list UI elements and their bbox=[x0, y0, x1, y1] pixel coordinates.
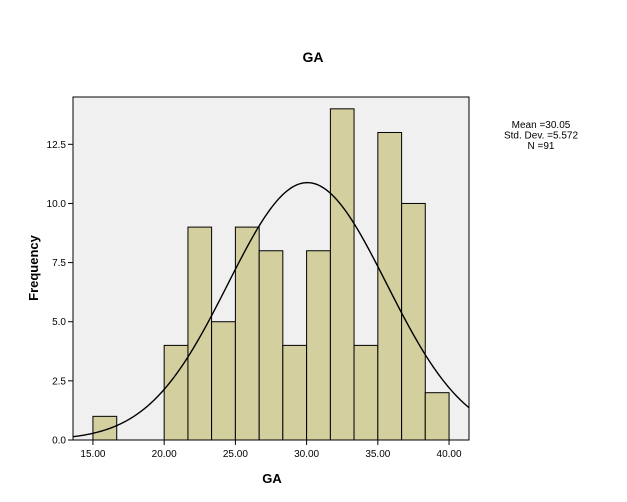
x-tick-label: 35.00 bbox=[365, 449, 390, 460]
bars-group bbox=[92, 108, 450, 441]
x-tick-label: 40.00 bbox=[437, 449, 462, 460]
histogram-bar bbox=[329, 108, 355, 441]
x-axis: 15.00 20.00 25.00 30.00 35.00 40.00 bbox=[80, 440, 462, 460]
histogram-bar bbox=[353, 344, 379, 441]
x-tick-label: 20.00 bbox=[152, 449, 177, 460]
x-tick-label: 30.00 bbox=[294, 449, 319, 460]
histogram-bar bbox=[401, 202, 426, 441]
stats-line: Std. Dev. =5.572 bbox=[504, 131, 578, 142]
histogram-bar bbox=[92, 415, 118, 441]
y-tick-label: 12.5 bbox=[47, 140, 67, 151]
histogram-bar bbox=[187, 226, 213, 441]
y-tick-label: 7.5 bbox=[52, 258, 66, 269]
x-tick-label: 25.00 bbox=[223, 449, 248, 460]
y-tick-label: 0.0 bbox=[52, 436, 66, 447]
histogram-bar bbox=[377, 131, 403, 441]
chart-title: GA bbox=[303, 49, 324, 65]
histogram-bar bbox=[282, 344, 308, 441]
histogram-bar bbox=[211, 321, 236, 441]
y-axis: 0.0 2.5 5.0 7.5 10.0 12.5 bbox=[47, 140, 73, 447]
stats-line: Mean =30.05 bbox=[512, 120, 571, 131]
y-tick-label: 2.5 bbox=[52, 376, 66, 387]
histogram-bar bbox=[258, 250, 284, 441]
y-tick-label: 5.0 bbox=[52, 317, 66, 328]
x-tick-label: 15.00 bbox=[80, 449, 105, 460]
y-tick-label: 10.0 bbox=[47, 199, 67, 210]
histogram-bar bbox=[306, 250, 331, 441]
histogram-bar bbox=[163, 344, 189, 441]
stats-line: N =91 bbox=[528, 141, 555, 152]
x-axis-label: GA bbox=[262, 471, 282, 486]
y-axis-label: Frequency bbox=[26, 234, 41, 301]
normal-curve bbox=[72, 181, 470, 438]
histogram-bar bbox=[234, 226, 260, 441]
histogram-bar bbox=[424, 392, 450, 441]
